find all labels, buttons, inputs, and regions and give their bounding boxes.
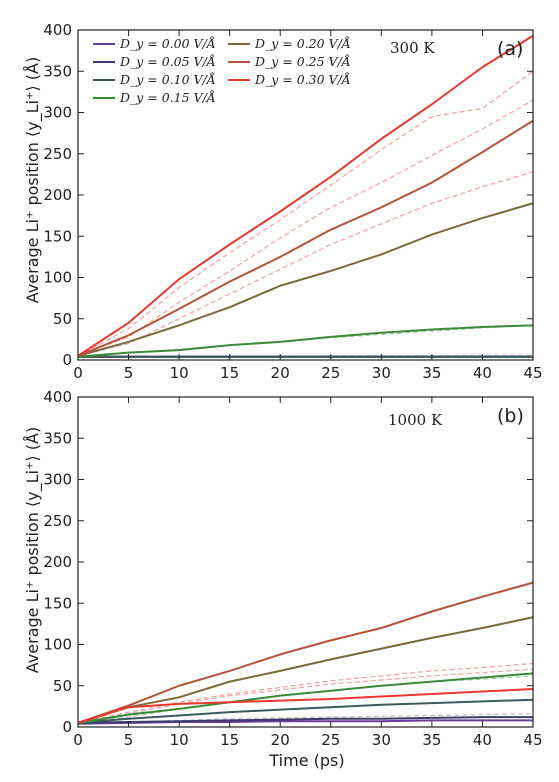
panel-a-chart: 0 5 10 15 20 25 30 35 40 45 0 50 100 150 200 250 300 350 4…: [23, 21, 543, 382]
panel-a-xtick-label-5: 25: [321, 364, 340, 382]
panel-a-xtick-label-1: 5: [124, 364, 134, 382]
panel-b-ytick-label-3: 150: [43, 594, 72, 612]
legend-label-0: D_y = 0.00 V/Å: [119, 36, 216, 51]
panel-b-series-line-6: [77, 688, 534, 724]
panel-a-dashed-line-1: [77, 99, 534, 357]
panel-b-xlabel: Time (ps): [268, 751, 344, 770]
panel-b-dashed-line-2: [77, 675, 534, 724]
panel-b-series-line-5: [77, 581, 534, 724]
panel-b-chart: 0 5 10 15 20 25 30 35 40 45 0 50 100 150 200 250 300 350 4…: [23, 388, 543, 770]
panel-b-ytick-label-1: 50: [53, 677, 72, 695]
panel-a-dashed-line-0: [77, 171, 534, 357]
panel-b-xtick-label-8: 40: [473, 731, 492, 749]
panel-a-dashed-line-2: [77, 70, 534, 357]
panel-a-xtick-label-3: 15: [220, 364, 239, 382]
panel-a-xtick-label-6: 30: [372, 364, 391, 382]
panel-b-ytick-label-5: 250: [43, 512, 72, 530]
panel-a-xtick-label-4: 20: [271, 364, 290, 382]
panel-b-ylabel: Average Li⁺ position ⟨y_Li⁺⟩ (Å): [23, 427, 43, 673]
panel-b-axes: 0 5 10 15 20 25 30 35 40 45 0 50 100 150 200 250 300 350 4…: [43, 388, 542, 749]
panel-b-series-line-2: [77, 698, 534, 724]
panel-a-label: (a): [497, 38, 523, 60]
panel-a-series-line-5: [77, 119, 534, 357]
panel-b-series-line-4: [77, 616, 534, 724]
panel-b-xtick-label-7: 35: [422, 731, 441, 749]
panel-a-xtick-label-8: 40: [473, 364, 492, 382]
panel-a-ytick-label-1: 50: [53, 310, 72, 328]
panel-b-xtick-label-9: 45: [523, 731, 542, 749]
panel-b-ytick-label-8: 400: [43, 388, 72, 406]
panel-a-xtick-label-9: 45: [523, 364, 542, 382]
panel-a-series-line-3: [77, 324, 534, 358]
panel-b-series-line-3: [77, 672, 534, 724]
panel-a-ytick-label-2: 100: [43, 269, 72, 287]
panel-a-ytick-label-0: 0: [62, 351, 72, 369]
panel-b-ytick-label-7: 350: [43, 429, 72, 447]
panel-a-xtick-label-0: 0: [73, 364, 83, 382]
panel-a-ytick-label-8: 400: [43, 21, 72, 39]
panel-b-ytick-label-0: 0: [62, 718, 72, 736]
panel-a-ytick-label-7: 350: [43, 62, 72, 80]
panel-b-ytick-label-4: 200: [43, 553, 72, 571]
legend-label-6: D_y = 0.30 V/Å: [254, 72, 351, 87]
legend-label-2: D_y = 0.10 V/Å: [119, 72, 216, 87]
legend-label-1: D_y = 0.05 V/Å: [119, 54, 216, 69]
panel-a-ytick-label-3: 150: [43, 227, 72, 245]
legend-label-4: D_y = 0.20 V/Å: [254, 36, 351, 51]
panel-b-xtick-label-6: 30: [372, 731, 391, 749]
panel-b-temperature: 1000 K: [388, 411, 443, 429]
panel-a-series-line-6: [77, 34, 534, 357]
panel-a-series-line-4: [77, 202, 534, 357]
panel-a-ytick-label-6: 300: [43, 104, 72, 122]
panel-b-xtick-label-2: 10: [170, 731, 189, 749]
panel-a-legend: D_y = 0.00 V/Å D_y = 0.05 V/Å D_y = 0.10 V…: [93, 36, 351, 105]
panel-b-frame: [77, 396, 534, 728]
panel-b-ytick-label-2: 100: [43, 636, 72, 654]
panel-a-series-lines: [77, 34, 534, 358]
panel-a-dashed-lines: [77, 70, 534, 358]
panel-a-ytick-label-5: 250: [43, 145, 72, 163]
panel-a-temperature: 300 K: [390, 39, 435, 57]
panel-b-label: (b): [497, 405, 524, 427]
panel-b-xtick-label-5: 25: [321, 731, 340, 749]
panel-a-axes: 0 5 10 15 20 25 30 35 40 45 0 50 100 150 200 250 300 350 4…: [43, 21, 542, 382]
panel-b-xtick-label-3: 15: [220, 731, 239, 749]
panel-a-ylabel: Average Li⁺ position ⟨y_Li⁺⟩ (Å): [23, 57, 43, 303]
panel-b-ytick-label-6: 300: [43, 471, 72, 489]
panel-b-xtick-label-1: 5: [124, 731, 134, 749]
panel-a-xtick-label-7: 35: [422, 364, 441, 382]
panel-b-xtick-label-4: 20: [271, 731, 290, 749]
panel-a-xtick-label-2: 10: [170, 364, 189, 382]
legend-label-5: D_y = 0.25 V/Å: [254, 54, 351, 69]
panel-b-xtick-label-0: 0: [73, 731, 83, 749]
panel-b-series-lines: [77, 581, 534, 725]
panel-a-ytick-label-4: 200: [43, 186, 72, 204]
legend-label-3: D_y = 0.15 V/Å: [119, 90, 216, 105]
panel-b-series-line-1: [77, 716, 533, 724]
